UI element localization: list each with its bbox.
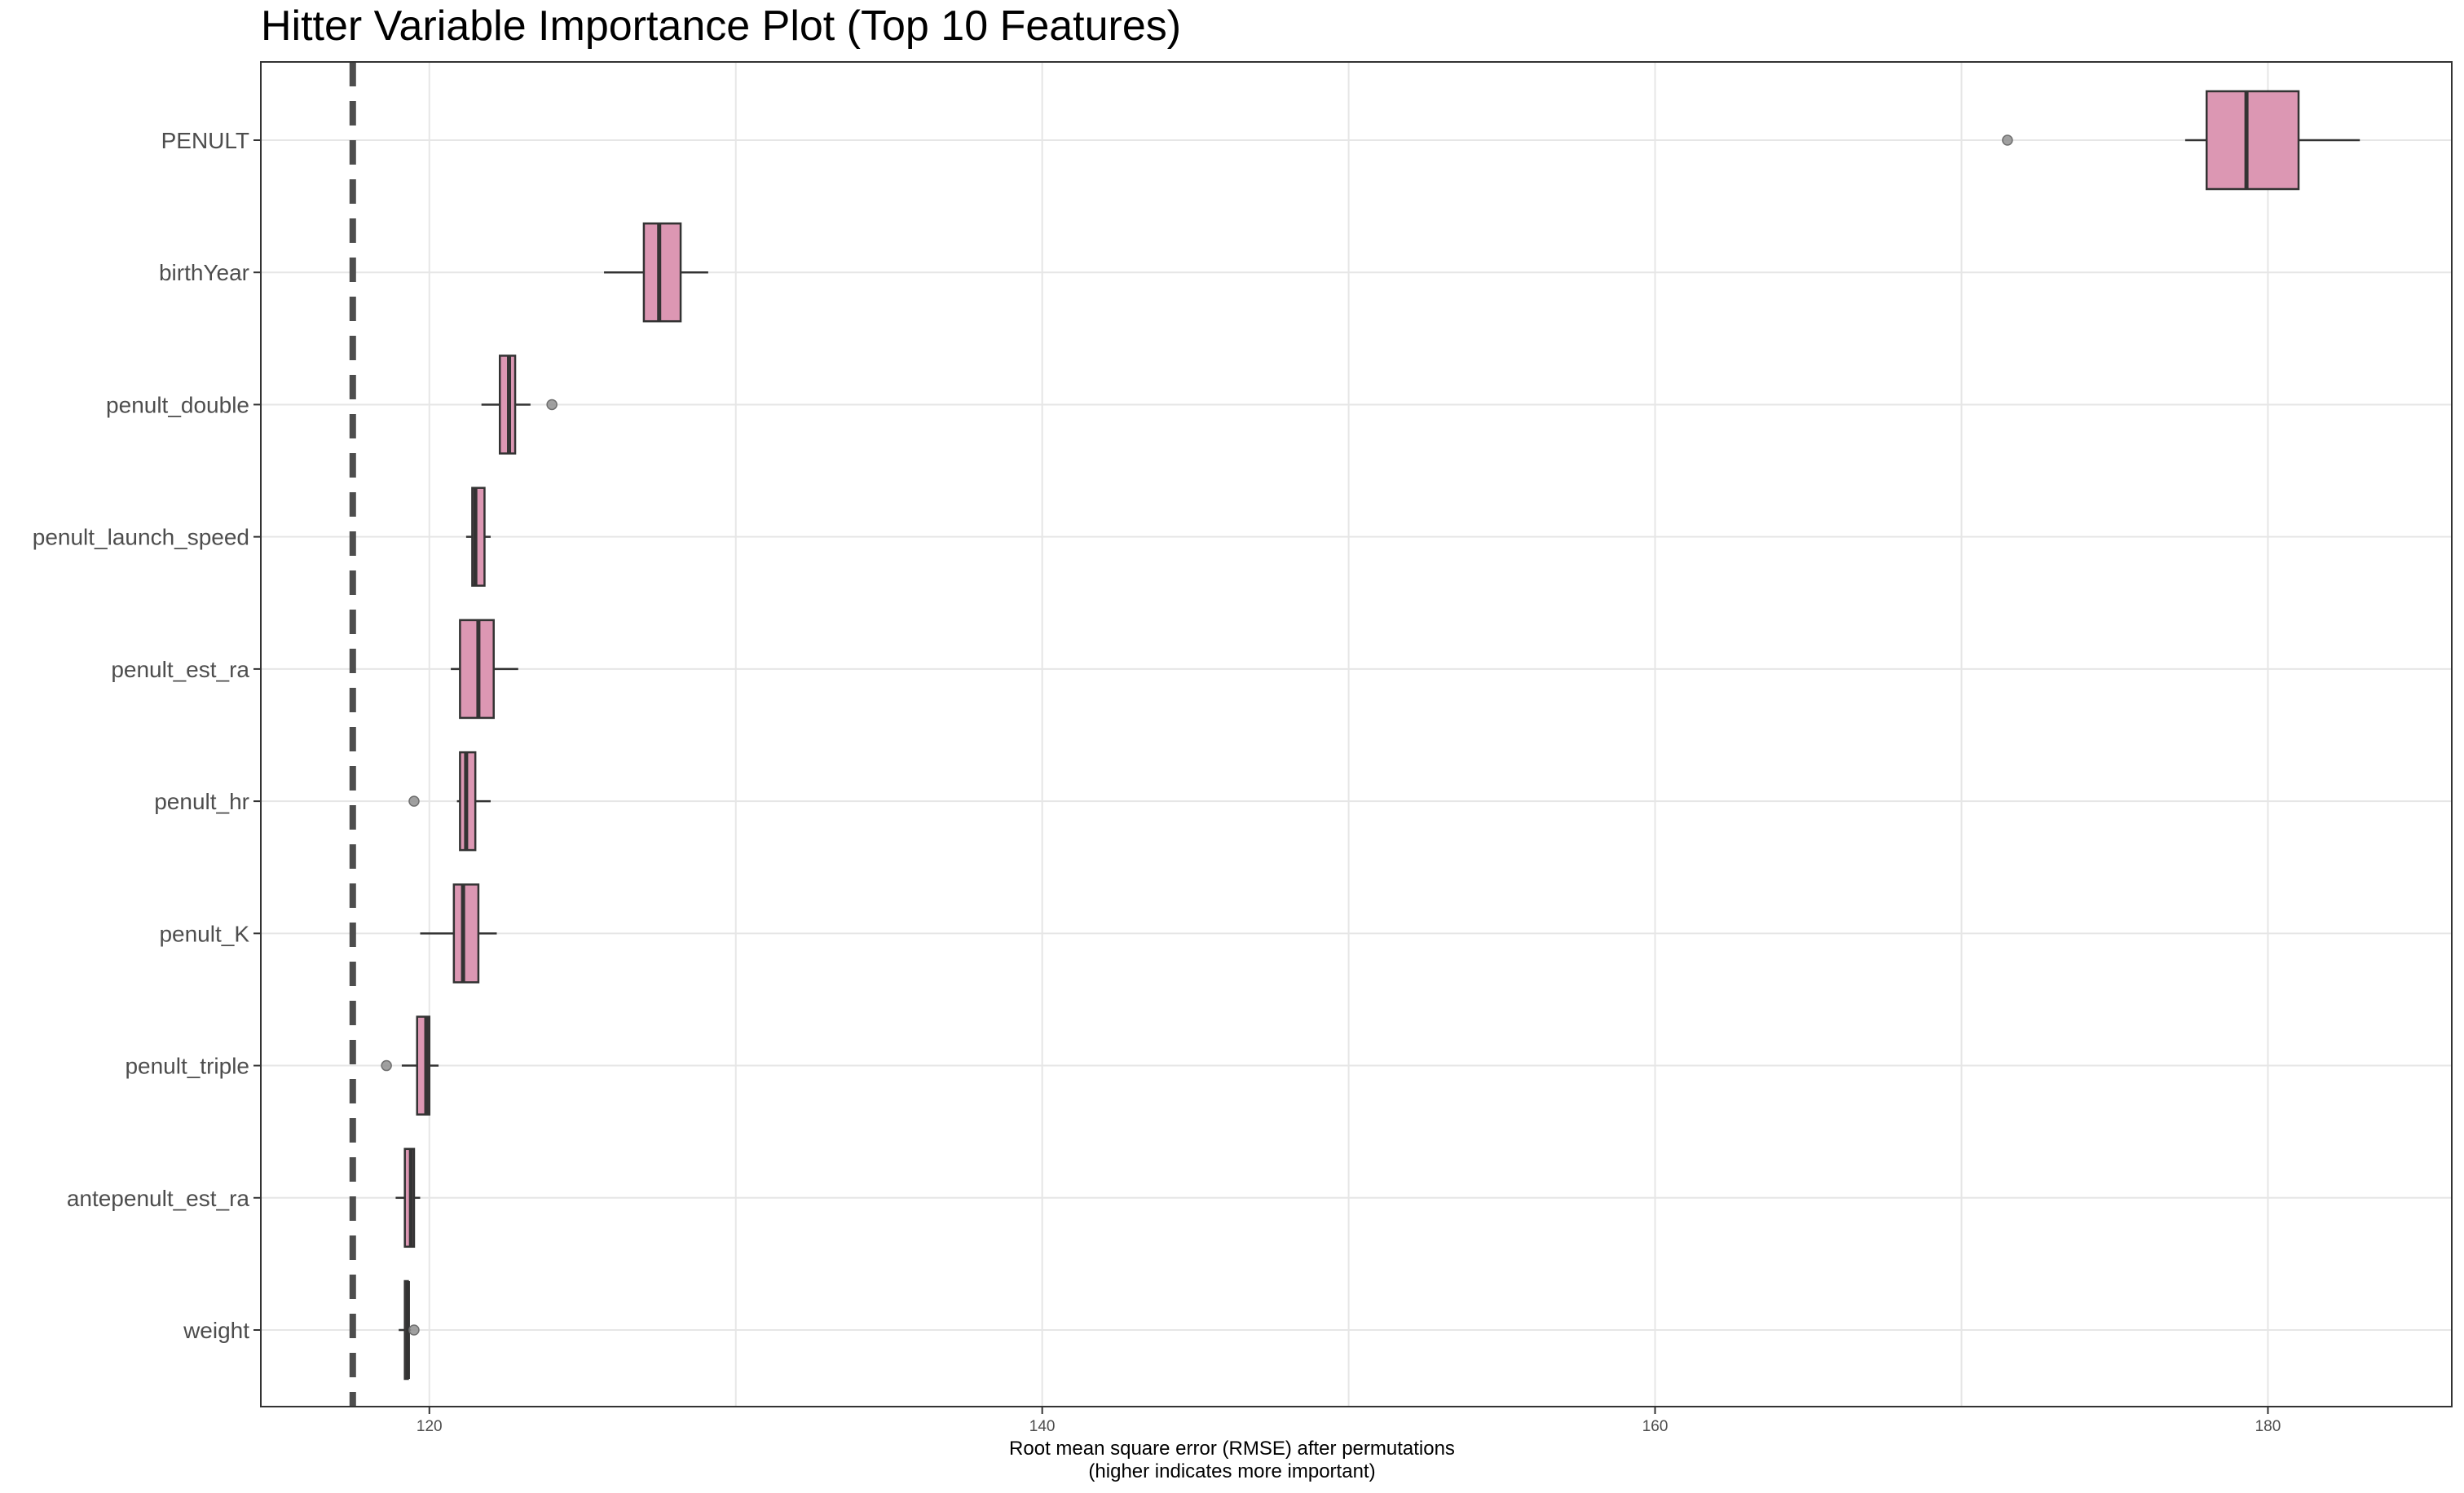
y-tick-label: penult_K — [159, 921, 249, 946]
y-tick-label: birthYear — [159, 260, 249, 285]
iqr-box — [642, 222, 682, 323]
x-axis-title-line2: (higher indicates more important) — [1088, 1460, 1376, 1482]
x-tick-label: 160 — [1642, 1418, 1668, 1435]
outlier-point — [408, 1324, 420, 1336]
outlier-point — [408, 795, 420, 807]
y-tick-label: penult_double — [106, 392, 249, 417]
boxplot-PENULT — [2002, 90, 2360, 191]
boxplot-birthYear — [604, 222, 708, 323]
x-axis-title-line1: Root mean square error (RMSE) after perm… — [1009, 1438, 1455, 1460]
boxplot-antepenult_est_ra — [395, 1147, 421, 1249]
plot-border — [260, 61, 2453, 1407]
boxplot-penult_triple — [381, 1015, 439, 1116]
x-tick-label: 180 — [2255, 1418, 2281, 1435]
outlier-point — [381, 1059, 392, 1072]
chart-title: Hitter Variable Importance Plot (Top 10 … — [261, 2, 1182, 50]
boxplot-penult_est_ra — [451, 619, 518, 720]
boxplot-penult_double — [481, 355, 558, 455]
outlier-point — [2002, 134, 2013, 146]
y-tick-label: penult_est_ra — [111, 657, 249, 682]
boxplot-penult_launch_speed — [465, 487, 491, 587]
boxplot-penult_K — [420, 883, 497, 984]
iqr-box — [452, 883, 480, 984]
y-tick-label: weight — [183, 1318, 249, 1343]
y-tick-label: PENULT — [161, 128, 249, 153]
outlier-point — [546, 399, 558, 411]
x-tick-label: 120 — [417, 1418, 443, 1435]
boxplot-weight — [399, 1279, 420, 1381]
boxplot-penult_hr — [408, 751, 491, 852]
y-tick-label: penult_launch_speed — [33, 525, 249, 550]
y-tick-label: penult_hr — [154, 789, 249, 814]
y-axis: PENULT birthYear penult_double penult_launc… — [33, 128, 261, 1343]
y-tick-label: antepenult_est_ra — [67, 1186, 250, 1211]
x-axis: 120 140 160 180 — [417, 1407, 2281, 1435]
boxes-group — [381, 90, 2360, 1381]
iqr-box — [2205, 90, 2300, 191]
y-tick-label: penult_triple — [125, 1054, 249, 1079]
x-tick-label: 140 — [1029, 1418, 1056, 1435]
plot-background — [261, 62, 2452, 1407]
